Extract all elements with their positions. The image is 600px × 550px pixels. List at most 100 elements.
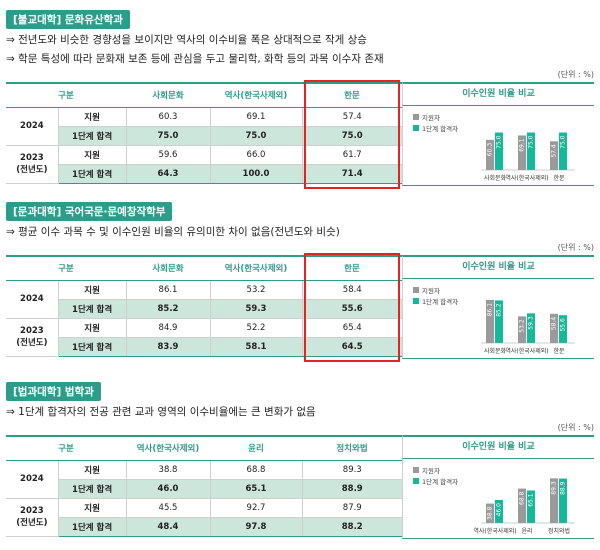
bar-value-label: 65.1 — [528, 493, 535, 507]
row-label: 지원 — [57, 145, 126, 165]
highlight-box — [304, 253, 400, 362]
data-table: 구분 역사(한국사제외) 윤리 정치와법 2024 지원 38.8 68.8 89.3 1단계 합… — [6, 435, 402, 537]
summary-bullet: ⇒ 1단계 합격자의 전공 관련 교과 영역의 이수비율에는 큰 변화가 없음 — [6, 406, 316, 418]
year-cell: 2023 (전년도) — [6, 318, 59, 357]
value-cell: 75.0 — [301, 126, 402, 146]
bar-applicant — [518, 135, 526, 170]
column-header: 윤리 — [210, 435, 302, 461]
value-cell: 64.5 — [301, 337, 402, 357]
row-label: 1단계 합격 — [57, 164, 126, 184]
bar-value-label: 75.0 — [560, 135, 567, 149]
unit-label: (단위 : %) — [557, 70, 594, 79]
row-label: 1단계 합격 — [57, 479, 126, 499]
table-header-row: 구분 역사(한국사제외) 윤리 정치와법 — [6, 435, 402, 461]
year-cell: 2023 (전년도) — [6, 145, 59, 184]
bar-applicant — [486, 503, 494, 523]
year-cell: 2024 — [6, 107, 59, 146]
bar-value-label: 60.3 — [487, 143, 494, 157]
bar-value-label: 57.4 — [551, 144, 558, 158]
legend-label: 1단계 합격자 — [422, 298, 459, 306]
year-cell: 2023 (전년도) — [6, 498, 59, 537]
legend-swatch — [413, 298, 419, 304]
table-and-chart: 구분 역사(한국사제외) 윤리 정치와법 2024 지원 38.8 68.8 89.3 1단계 합… — [6, 435, 594, 539]
value-cell: 59.3 — [209, 299, 302, 319]
row-label: 지원 — [57, 498, 126, 518]
value-cell: 97.8 — [209, 517, 302, 537]
column-header: 정치와법 — [302, 435, 402, 461]
table-row: 2023 (전년도) 지원 84.9 52.2 65.4 — [6, 318, 402, 357]
bar-value-label: 46.0 — [496, 503, 503, 517]
table-row: 1단계 합격 83.9 58.1 64.5 — [6, 337, 402, 357]
legend-item: 1단계 합격자 — [413, 123, 458, 133]
value-cell: 45.5 — [125, 498, 210, 518]
chart-panel: 이수인원 비율 비교 지원자 1단계 합격자 86.1 85.2 사회문화 53.2 59.3… — [402, 255, 594, 359]
legend-item: 1단계 합격자 — [413, 296, 458, 306]
value-cell: 58.1 — [209, 337, 302, 357]
bar-applicant — [518, 488, 526, 523]
category-tick-label: 역사(한국사제외) — [505, 347, 548, 355]
highlight-box — [304, 80, 400, 189]
summary-bullet: ⇒ 전년도와 비슷한 경향성을 보이지만 역사의 이수비율 폭은 상대적으로 작… — [6, 34, 367, 46]
chart-title: 이수인원 비율 비교 — [402, 255, 594, 279]
unit-label: (단위 : %) — [557, 243, 594, 252]
bar-applicant — [486, 139, 494, 170]
value-cell: 92.7 — [209, 498, 302, 518]
value-cell: 84.9 — [125, 318, 210, 338]
category-tick-label: 한문 — [553, 348, 565, 355]
table-row: 1단계 합격 75.0 75.0 75.0 — [6, 126, 402, 146]
bar-value-label: 68.8 — [519, 491, 526, 505]
value-cell: 55.6 — [301, 299, 402, 319]
category-tick-label: 정치와법 — [548, 527, 570, 535]
unit-label: (단위 : %) — [557, 423, 594, 432]
value-cell: 68.8 — [209, 460, 302, 480]
legend-swatch — [413, 467, 419, 473]
value-cell: 69.1 — [209, 107, 302, 127]
value-cell: 89.3 — [301, 460, 402, 480]
category-tick-label: 사회문화 — [484, 347, 507, 355]
row-label: 지원 — [57, 460, 126, 480]
bar-passer — [559, 315, 567, 343]
column-header: 역사(한국사제외) — [126, 435, 210, 461]
legend-label: 지원자 — [422, 467, 440, 475]
legend-swatch — [413, 478, 419, 484]
chart-legend: 지원자 1단계 합격자 — [413, 112, 458, 134]
bar-passer — [495, 132, 503, 170]
section-badge: [문과대학] 국어국문·문예창작학부 — [6, 202, 173, 221]
bar-value-label: 86.1 — [487, 303, 494, 317]
bar-passer — [527, 313, 535, 343]
bar-value-label: 89.3 — [551, 481, 558, 495]
category-tick-label: 사회문화 — [484, 174, 507, 182]
bar-value-label: 75.0 — [528, 135, 535, 149]
bar-value-label: 58.4 — [551, 317, 558, 331]
bar-passer — [527, 132, 535, 170]
row-label: 1단계 합격 — [57, 337, 126, 357]
chart-title: 이수인원 비율 비교 — [402, 435, 594, 459]
bar-value-label: 69.1 — [519, 138, 526, 152]
bar-chart: 86.1 85.2 사회문화 53.2 59.3 역사(한국사제외) 58.4 55.6 한문 — [481, 299, 575, 355]
table-header-row: 구분 사회문화 역사(한국사제외) 한문 — [6, 82, 402, 108]
bar-value-label: 88.9 — [560, 481, 567, 495]
value-cell: 75.0 — [125, 126, 210, 146]
bar-applicant — [550, 141, 558, 170]
value-cell: 53.2 — [209, 280, 302, 300]
legend-item: 1단계 합격자 — [413, 476, 458, 486]
value-cell: 46.0 — [125, 479, 210, 499]
section-badge: [불교대학] 문화유산학과 — [6, 10, 130, 29]
bar-passer — [495, 300, 503, 343]
legend-label: 1단계 합격자 — [422, 125, 459, 133]
chart-title: 이수인원 비율 비교 — [402, 82, 594, 106]
table-row: 1단계 합격 48.4 97.8 88.2 — [6, 517, 402, 537]
bar-value-label: 75.0 — [496, 135, 503, 149]
summary-bullet: ⇒ 학문 특성에 따라 문화재 보존 등에 관심을 두고 물리학, 화학 등의 … — [6, 53, 384, 65]
column-header: 사회문화 — [126, 82, 210, 108]
category-tick-label: 역사(한국사제외) — [505, 174, 548, 182]
row-label: 지원 — [57, 107, 126, 127]
bar-applicant — [550, 478, 558, 523]
data-table: 구분 사회문화 역사(한국사제외) 한문 2024 지원 60.3 69.1 57.4 1단계 합… — [6, 82, 402, 184]
value-cell: 64.3 — [125, 164, 210, 184]
value-cell: 61.7 — [301, 145, 402, 165]
row-label: 1단계 합격 — [57, 299, 126, 319]
value-cell: 86.1 — [125, 280, 210, 300]
section-1: [불교대학] 문화유산학과 ⇒ 전년도와 비슷한 경향성을 보이지만 역사의 이수… — [6, 8, 594, 189]
